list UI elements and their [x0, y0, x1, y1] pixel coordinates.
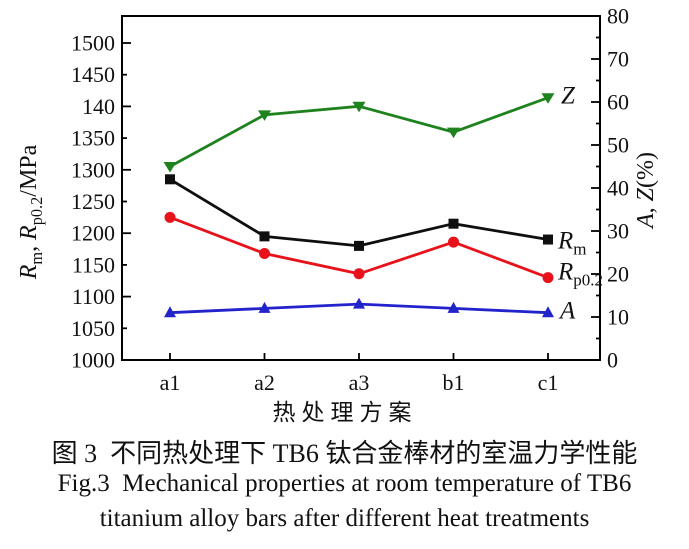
right-tick-label: 60	[607, 89, 629, 114]
marker-circle	[542, 272, 554, 284]
marker-square	[354, 240, 364, 251]
left-tick-label: 1500	[71, 30, 115, 55]
caption-english-line1: Fig.3 Mechanical properties at room temp…	[57, 470, 632, 497]
left-tick-label: 1200	[71, 221, 115, 246]
right-tick-label: 50	[607, 132, 629, 157]
x-tick-label: a3	[349, 370, 370, 395]
series-label-A: A	[558, 298, 576, 325]
marker-triangle-up	[164, 306, 176, 318]
x-tick-label: a2	[254, 370, 275, 395]
right-tick-label: 0	[607, 347, 618, 372]
marker-triangle-up	[353, 297, 365, 309]
marker-triangle-up	[542, 306, 554, 318]
series-Z: Z	[163, 83, 576, 173]
right-axis-title: A, Z(%)	[633, 152, 659, 230]
right-tick-label: 20	[607, 261, 629, 286]
mechanical-properties-chart: 1000105011001150120012501300135014014501…	[16, 3, 659, 425]
left-tick-label: 1250	[71, 189, 115, 214]
right-tick-label: 80	[607, 3, 629, 28]
caption-chinese: 图 3 不同热处理下 TB6 钛合金棒材的室温力学性能	[51, 439, 638, 468]
x-axis: a1 a2 a3 b1 c1	[160, 353, 559, 395]
series-Rp0.2: Rp0.2	[164, 211, 603, 290]
marker-circle	[259, 247, 270, 259]
marker-square	[543, 234, 553, 245]
caption-english-line2: titanium alloy bars after different heat…	[99, 505, 590, 532]
x-tick-label: b1	[443, 370, 465, 395]
marker-triangle-down	[258, 110, 271, 121]
marker-circle	[448, 236, 459, 248]
series-label-Z: Z	[561, 83, 576, 110]
left-tick-label: 1150	[72, 252, 115, 277]
x-tick-label: a1	[160, 370, 181, 395]
marker-triangle-down	[541, 93, 555, 104]
marker-circle	[353, 268, 365, 280]
marker-circle	[164, 211, 176, 223]
series-label-Rm: Rm	[557, 228, 587, 259]
marker-triangle-down	[447, 127, 460, 139]
marker-square	[165, 174, 175, 185]
left-tick-label: 1450	[71, 62, 115, 87]
marker-triangle-up	[447, 301, 460, 313]
marker-triangle-down	[163, 162, 177, 173]
right-tick-label: 10	[607, 304, 629, 329]
left-tick-label: 140	[82, 94, 115, 119]
left-tick-label: 1350	[71, 126, 115, 151]
left-axis: 1000 1050 1100 1150 1200 1250 1300 1350 140 1450 1…	[71, 30, 131, 372]
left-tick-label: 1000	[71, 347, 115, 372]
marker-square	[259, 231, 270, 242]
left-tick-label: 1300	[71, 157, 115, 182]
left-tick-label: 1050	[71, 316, 115, 341]
marker-triangle-down	[352, 101, 366, 113]
series-A: A	[164, 297, 576, 325]
series-line-Rm	[169, 178, 549, 248]
right-tick-label: 40	[607, 175, 629, 200]
series-label-Rp0.2: Rp0.2	[557, 259, 603, 290]
marker-triangle-up	[258, 301, 271, 313]
marker-square	[448, 218, 459, 229]
left-tick-label: 1100	[72, 284, 115, 309]
left-axis-title: Rm, Rp0.2/MPa	[16, 144, 46, 280]
x-axis-title: 热处理方案	[273, 400, 418, 425]
right-axis: 0 10 20 30 40 50 60 70 80	[591, 3, 629, 372]
series-Rm: Rm	[165, 174, 587, 259]
x-tick-label: c1	[538, 370, 559, 395]
right-tick-label: 70	[607, 46, 629, 71]
right-tick-label: 30	[607, 218, 629, 243]
